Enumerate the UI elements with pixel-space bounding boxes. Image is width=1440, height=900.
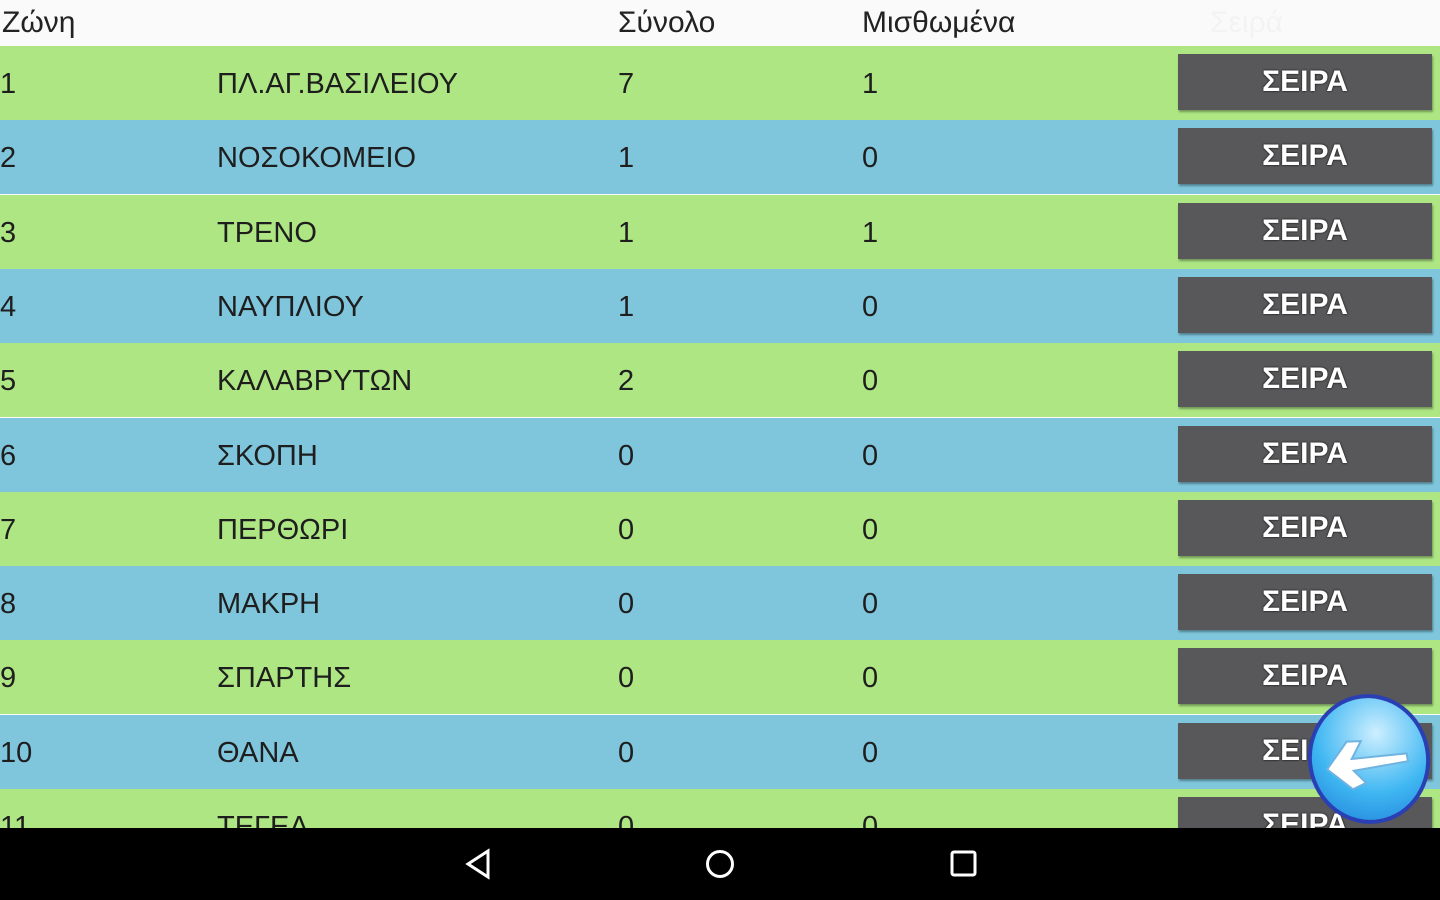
zone-rented: 0 xyxy=(862,439,879,472)
zone-id: 10 xyxy=(0,736,33,769)
zone-total: 0 xyxy=(618,513,635,546)
zone-name: ΠΕΡΘΩΡΙ xyxy=(217,513,349,546)
back-button[interactable] xyxy=(1297,684,1440,828)
order-button[interactable]: ΣΕΙΡΑ xyxy=(1178,202,1432,259)
zone-total: 0 xyxy=(618,662,635,695)
zone-name: ΜΑΚΡΗ xyxy=(217,588,321,621)
zone-id: 5 xyxy=(0,365,17,398)
order-button[interactable]: ΣΕΙΡΑ xyxy=(1178,276,1432,333)
back-arrow-icon xyxy=(1325,740,1410,791)
zone-total: 1 xyxy=(618,216,635,249)
zone-total: 1 xyxy=(618,290,635,323)
table-row: 5 ΚΑΛΑΒΡΥΤΩΝ 2 0 ΣΕΙΡΑ xyxy=(0,343,1440,418)
zone-rented: 0 xyxy=(862,662,879,695)
zone-total: 7 xyxy=(618,68,635,100)
table-row: 1 ΠΛ.ΑΓ.ΒΑΣΙΛΕΙΟΥ 7 1 ΣΕΙΡΑ xyxy=(0,46,1440,120)
zone-total: 0 xyxy=(618,588,635,621)
zone-rented: 0 xyxy=(862,290,879,323)
zone-rented: 1 xyxy=(862,68,879,100)
table-row: 4 ΝΑΥΠΛΙΟΥ 1 0 ΣΕΙΡΑ xyxy=(0,268,1440,343)
header-rented: Μισθωμένα xyxy=(862,6,1016,39)
zone-name: ΘΑΝΑ xyxy=(217,736,299,769)
zone-rented: 0 xyxy=(862,736,879,769)
table-row: 11 ΤΕΓΕΑ 0 0 ΣΕΙΡΑ xyxy=(0,789,1440,828)
table-row: 10 ΘΑΝΑ 0 0 ΣΕΙΡΑ xyxy=(0,714,1440,789)
order-button[interactable]: ΣΕΙΡΑ xyxy=(1178,574,1432,631)
table-row: 9 ΣΠΑΡΤΗΣ 0 0 ΣΕΙΡΑ xyxy=(0,640,1440,715)
zone-name: ΤΕΓΕΑ xyxy=(217,811,309,828)
table-row: 2 ΝΟΣΟΚΟΜΕΙΟ 1 0 ΣΕΙΡΑ xyxy=(0,120,1440,195)
zone-list-screen: Ζώνη Σύνολο Μισθωμένα Σειρά 1 ΠΛ.ΑΓ.ΒΑΣΙ… xyxy=(0,0,1440,828)
order-button[interactable]: ΣΕΙΡΑ xyxy=(1178,128,1432,185)
back-triangle-icon[interactable] xyxy=(464,848,492,885)
order-button[interactable]: ΣΕΙΡΑ xyxy=(1178,54,1432,110)
zone-name: ΤΡΕΝΟ xyxy=(217,216,317,249)
android-nav-bar xyxy=(0,828,1440,900)
zone-id: 8 xyxy=(0,588,17,621)
zone-total: 0 xyxy=(618,439,635,472)
zone-id: 9 xyxy=(0,662,17,695)
order-button[interactable]: ΣΕΙΡΑ xyxy=(1178,351,1432,408)
zone-rented: 0 xyxy=(862,811,879,828)
zone-id: 7 xyxy=(0,513,17,546)
order-button[interactable]: ΣΕΙΡΑ xyxy=(1178,648,1432,705)
home-circle-icon[interactable] xyxy=(704,848,736,885)
zone-id: 4 xyxy=(0,290,17,323)
table-row: 3 ΤΡΕΝΟ 1 1 ΣΕΙΡΑ xyxy=(0,194,1440,269)
zone-rented: 0 xyxy=(862,588,879,621)
zone-total: 2 xyxy=(618,365,635,398)
zone-total: 0 xyxy=(618,736,635,769)
zone-id: 1 xyxy=(0,68,17,100)
header-total: Σύνολο xyxy=(618,6,716,39)
header-order: Σειρά xyxy=(1210,6,1283,39)
table-row: 6 ΣΚΟΠΗ 0 0 ΣΕΙΡΑ xyxy=(0,417,1440,492)
zone-rented: 0 xyxy=(862,365,879,398)
order-button[interactable]: ΣΕΙΡΑ xyxy=(1178,499,1432,556)
table-row: 8 ΜΑΚΡΗ 0 0 ΣΕΙΡΑ xyxy=(0,566,1440,641)
table-row: 7 ΠΕΡΘΩΡΙ 0 0 ΣΕΙΡΑ xyxy=(0,491,1440,566)
zone-name: ΝΟΣΟΚΟΜΕΙΟ xyxy=(217,142,417,175)
zone-id: 2 xyxy=(0,142,17,175)
zone-name: ΣΚΟΠΗ xyxy=(217,439,318,472)
zone-name: ΝΑΥΠΛΙΟΥ xyxy=(217,290,364,323)
zone-name: ΣΠΑΡΤΗΣ xyxy=(217,662,352,695)
zone-rented: 0 xyxy=(862,513,879,546)
zone-name: ΚΑΛΑΒΡΥΤΩΝ xyxy=(217,365,413,398)
recents-square-icon[interactable] xyxy=(948,848,980,885)
zone-id: 6 xyxy=(0,439,17,472)
table-header: Ζώνη Σύνολο Μισθωμένα Σειρά xyxy=(0,0,1440,46)
zone-id: 3 xyxy=(0,216,17,249)
order-button[interactable]: ΣΕΙΡΑ xyxy=(1178,425,1432,482)
zone-total: 0 xyxy=(618,811,635,828)
zone-name: ΠΛ.ΑΓ.ΒΑΣΙΛΕΙΟΥ xyxy=(217,68,458,100)
header-zone: Ζώνη xyxy=(2,6,76,39)
zone-total: 1 xyxy=(618,142,635,175)
zone-rented: 0 xyxy=(862,142,879,175)
zone-id: 11 xyxy=(0,811,31,828)
zone-rented: 1 xyxy=(862,216,879,249)
